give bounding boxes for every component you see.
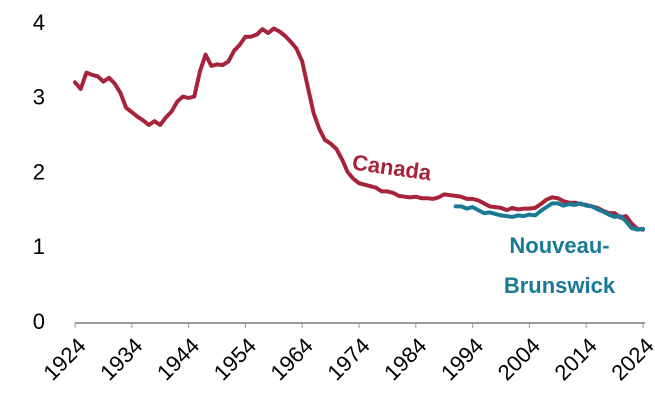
y-tick-label: 4 <box>33 10 45 35</box>
series-line <box>453 201 645 232</box>
x-tick-label: 2004 <box>493 333 545 385</box>
series-label: Nouveau-Brunswick <box>503 233 616 298</box>
x-tick-label: 2024 <box>606 333 655 385</box>
x-tick-label: 1964 <box>266 333 318 385</box>
y-tick-label: 3 <box>33 85 45 110</box>
x-tick-label: 1954 <box>209 333 261 385</box>
y-tick-label: 0 <box>33 309 45 334</box>
series-line <box>73 26 645 232</box>
x-tick-label: 1994 <box>436 333 488 385</box>
x-tick-label: 1974 <box>322 333 374 385</box>
x-tick-label: 1924 <box>38 333 90 385</box>
x-tick-label: 1944 <box>152 333 204 385</box>
x-tick-label: 1984 <box>379 333 431 385</box>
x-tick-label: 2014 <box>550 333 602 385</box>
y-tick-label: 2 <box>33 159 45 184</box>
y-tick-label: 1 <box>33 234 45 259</box>
x-tick-label: 1934 <box>95 333 147 385</box>
